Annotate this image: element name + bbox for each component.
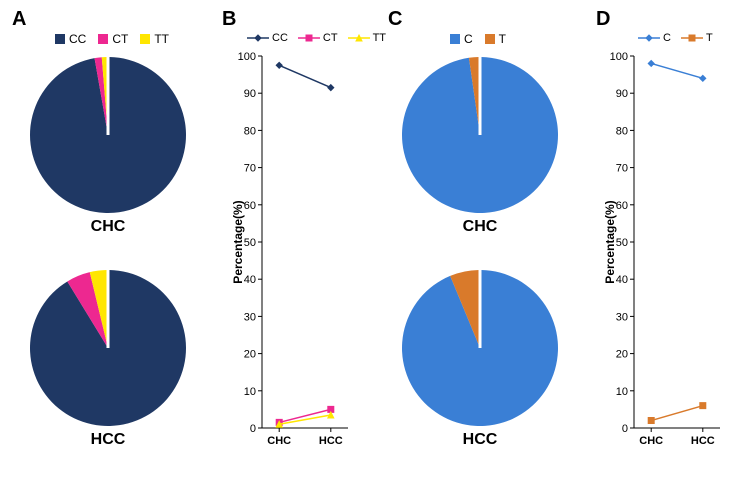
svg-text:60: 60 xyxy=(244,200,256,212)
legend-label: T xyxy=(499,32,506,46)
legend-d: CT xyxy=(638,32,713,44)
legend-label: T xyxy=(706,32,713,44)
legend-swatch-icon xyxy=(450,34,460,44)
svg-text:100: 100 xyxy=(610,52,628,63)
svg-text:20: 20 xyxy=(616,349,628,361)
series-marker-cc xyxy=(276,62,282,68)
svg-text:90: 90 xyxy=(244,88,256,100)
legend-item-ct: CT xyxy=(298,32,338,44)
svg-text:100: 100 xyxy=(238,52,256,63)
legend-marker-icon xyxy=(247,32,269,44)
series-marker-c xyxy=(700,75,706,81)
legend-swatch-icon xyxy=(98,34,108,44)
panel-letter-d: D xyxy=(596,8,610,31)
svg-text:10: 10 xyxy=(244,386,256,398)
legend-label: CT xyxy=(323,32,338,44)
svg-text:20: 20 xyxy=(244,349,256,361)
legend-swatch-icon xyxy=(55,34,65,44)
svg-text:10: 10 xyxy=(616,386,628,398)
legend-marker-icon xyxy=(681,32,703,44)
legend-swatch-icon xyxy=(140,34,150,44)
legend-item-c: C xyxy=(450,32,473,46)
legend-marker-icon xyxy=(298,32,320,44)
svg-text:30: 30 xyxy=(244,311,256,323)
pie-c-chc xyxy=(400,55,560,220)
svg-text:90: 90 xyxy=(616,88,628,100)
legend-swatch-icon xyxy=(485,34,495,44)
pie-a-chc xyxy=(28,55,188,220)
pie-label-c-hcc: HCC xyxy=(400,431,560,449)
svg-text:40: 40 xyxy=(244,274,256,286)
svg-text:0: 0 xyxy=(622,423,628,435)
legend-item-cc: CC xyxy=(247,32,288,44)
svg-text:40: 40 xyxy=(616,274,628,286)
line-chart-b: 0 10 20 30 40 50 60 70 80 90 100 CHC HCC Percentage(%… xyxy=(232,52,352,457)
svg-text:CHC: CHC xyxy=(639,435,663,447)
series-marker-cc xyxy=(328,85,334,91)
legend-label: CT xyxy=(112,32,128,46)
svg-text:0: 0 xyxy=(250,423,256,435)
legend-item-c: C xyxy=(638,32,671,44)
svg-text:CHC: CHC xyxy=(267,435,291,447)
svg-text:Percentage(%): Percentage(%) xyxy=(604,200,617,283)
legend-label: C xyxy=(464,32,473,46)
pie-a-hcc xyxy=(28,268,188,433)
legend-label: CC xyxy=(69,32,86,46)
legend-a: CC CT TT xyxy=(55,32,169,46)
legend-label: C xyxy=(663,32,671,44)
series-marker-t xyxy=(700,403,706,409)
legend-label: TT xyxy=(154,32,169,46)
svg-text:HCC: HCC xyxy=(691,435,715,447)
panel-letter-b: B xyxy=(222,8,236,31)
legend-item-t: T xyxy=(485,32,506,46)
panel-letter-a: A xyxy=(12,8,26,31)
pie-c-hcc xyxy=(400,268,560,433)
legend-item-tt: TT xyxy=(140,32,169,46)
series-line-t xyxy=(651,406,703,421)
pie-label-a-chc: CHC xyxy=(28,218,188,236)
legend-label: CC xyxy=(272,32,288,44)
svg-text:Percentage(%): Percentage(%) xyxy=(232,200,245,283)
svg-text:60: 60 xyxy=(616,200,628,212)
svg-text:70: 70 xyxy=(244,163,256,175)
legend-marker-icon xyxy=(638,32,660,44)
series-line-c xyxy=(651,63,703,78)
legend-item-tt: TT xyxy=(348,32,386,44)
series-line-cc xyxy=(279,65,331,87)
panel-letter-c: C xyxy=(388,8,402,31)
line-chart-d: 0 10 20 30 40 50 60 70 80 90 100 CHC HCC Percentage(%… xyxy=(604,52,724,457)
legend-b: CC CT TT xyxy=(247,32,386,44)
legend-item-ct: CT xyxy=(98,32,128,46)
svg-text:80: 80 xyxy=(244,125,256,137)
svg-text:70: 70 xyxy=(616,163,628,175)
pie-label-a-hcc: HCC xyxy=(28,431,188,449)
pie-label-c-chc: CHC xyxy=(400,218,560,236)
svg-text:50: 50 xyxy=(244,237,256,249)
legend-marker-icon xyxy=(348,32,370,44)
svg-text:50: 50 xyxy=(616,237,628,249)
legend-item-t: T xyxy=(681,32,713,44)
svg-text:30: 30 xyxy=(616,311,628,323)
series-marker-t xyxy=(648,418,654,424)
legend-item-cc: CC xyxy=(55,32,86,46)
legend-label: TT xyxy=(373,32,386,44)
svg-text:80: 80 xyxy=(616,125,628,137)
series-marker-c xyxy=(648,60,654,66)
legend-c: CT xyxy=(450,32,506,46)
svg-text:HCC: HCC xyxy=(319,435,343,447)
